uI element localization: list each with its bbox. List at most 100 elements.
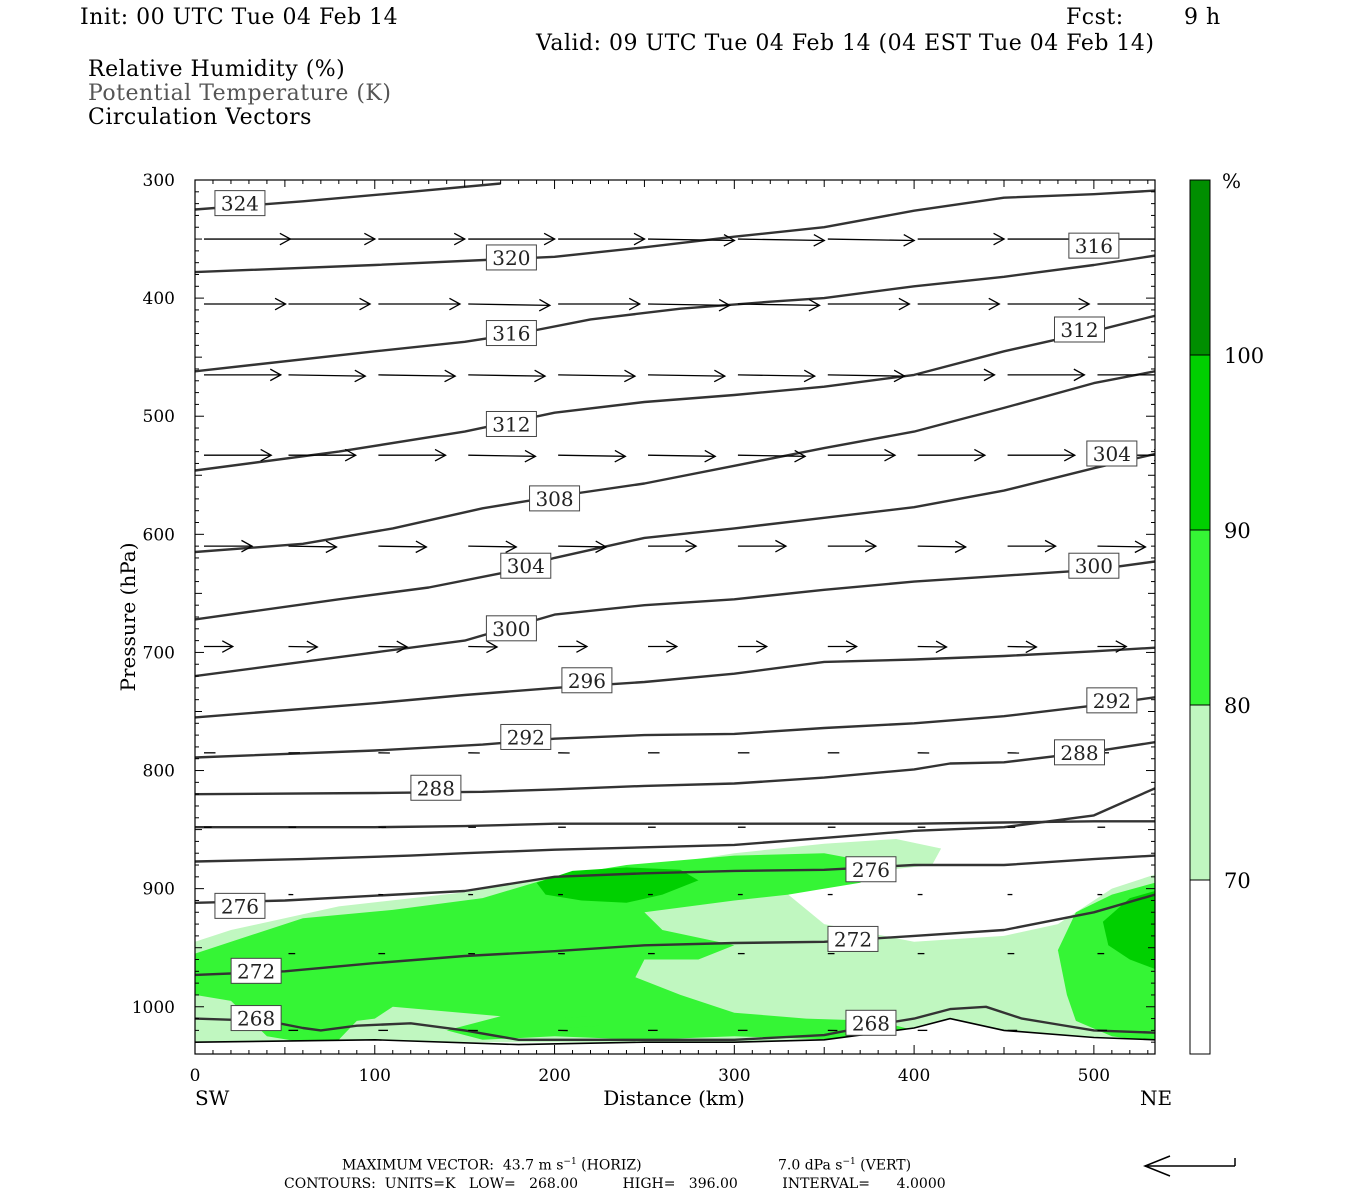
vector-head	[884, 448, 897, 462]
theta-contour-320	[195, 189, 1155, 274]
contour-label-box	[1053, 316, 1105, 343]
contour-label-box	[529, 485, 581, 512]
x-tick-label: 100	[359, 1066, 391, 1086]
contour-label: 308	[529, 485, 581, 512]
theta-contour-316	[195, 254, 1155, 373]
vector-head	[974, 448, 987, 462]
circulation-vector	[827, 369, 906, 383]
vector-head	[1115, 640, 1128, 653]
circulation-vector	[648, 298, 731, 312]
vector-head	[808, 298, 821, 312]
contour-label: 276	[214, 892, 266, 919]
contour-label-text: 324	[221, 192, 259, 216]
circulation-vector	[737, 539, 788, 553]
x-axis-right-end: NE	[1140, 1086, 1172, 1110]
colorbar: 70 80 90 100	[1189, 179, 1264, 1055]
valid-time: Valid: 09 UTC Tue 04 Feb 14 (04 EST Tue …	[536, 31, 1155, 56]
contour-label-text: 296	[568, 669, 606, 693]
circulation-vector	[203, 539, 254, 553]
circulation-vector	[917, 297, 1001, 311]
vector-head	[775, 539, 788, 553]
theta-contour-288	[195, 741, 1155, 796]
field-rh: Relative Humidity (%)	[88, 57, 346, 82]
vector-shaft	[468, 374, 546, 377]
circulation-vector	[648, 539, 698, 553]
circulation-vector	[288, 640, 319, 654]
circulation-vector	[558, 449, 627, 463]
vector-head	[595, 540, 608, 554]
vector-shaft	[1097, 545, 1146, 548]
circulation-vector	[1097, 540, 1147, 554]
vector-shaft	[288, 545, 337, 548]
vector-head	[1169, 298, 1180, 310]
circulation-vector	[288, 540, 338, 554]
vector-head	[434, 448, 447, 462]
rh-shading	[195, 839, 1155, 1054]
vector-shaft	[468, 545, 517, 548]
ground-line	[195, 1017, 1155, 1046]
circulation-vector	[737, 640, 769, 653]
contour-label: 292	[1086, 687, 1138, 714]
circulation-vector	[378, 540, 428, 554]
vector-head	[538, 298, 552, 312]
contour-label: 316	[1068, 232, 1120, 259]
circulation-vector	[827, 640, 858, 653]
circulation-vector	[648, 234, 736, 247]
circulation-vector	[378, 232, 467, 246]
vector-shaft	[378, 545, 427, 548]
contour-label: 312	[1053, 316, 1105, 343]
circulation-vector	[917, 448, 987, 462]
contour-label-text: 300	[492, 617, 530, 641]
colorbar-tick-label: 80	[1224, 694, 1251, 718]
x-tick-label: 400	[898, 1066, 930, 1086]
x-tick-label: 0	[190, 1066, 201, 1086]
colorbar-frame	[1189, 179, 1211, 1055]
colorbar-segment	[1190, 530, 1210, 705]
theta-contour-300	[195, 560, 1155, 678]
vector-head	[845, 640, 858, 653]
circulation-vector	[288, 369, 367, 383]
contour-label: 324	[214, 190, 266, 217]
circulation-vector	[378, 640, 409, 654]
vector-head	[903, 234, 916, 247]
vector-head	[325, 540, 338, 554]
vector-head	[453, 232, 467, 246]
colorbar-unit: %	[1222, 169, 1241, 193]
contour-label-box	[500, 723, 552, 750]
theta-contour-296	[195, 646, 1155, 719]
contour-label-text: 316	[1075, 234, 1113, 258]
x-tick-label: 200	[538, 1066, 570, 1086]
vector-shaft	[737, 454, 806, 457]
circulation-vector	[827, 539, 878, 553]
vector-shaft	[917, 545, 966, 548]
contour-label-text: 276	[852, 858, 890, 882]
vector-head	[543, 232, 557, 246]
contour-label: 292	[500, 723, 552, 750]
circulation-vector	[917, 232, 1006, 246]
circulation-vector	[1097, 298, 1180, 310]
vector-shaft	[558, 454, 626, 457]
circulation-vector	[917, 640, 948, 654]
colorbar-tick-label: 100	[1224, 344, 1264, 368]
circulation-vector	[737, 369, 817, 383]
circulation-vector	[468, 232, 557, 246]
contour-label-box	[1068, 232, 1120, 259]
contour-label: 312	[485, 410, 537, 437]
vector-head	[221, 640, 235, 653]
colorbar-tick-label: 90	[1224, 519, 1251, 543]
vector-head	[624, 369, 637, 383]
contour-label-text: 292	[1093, 689, 1131, 713]
circulation-vector	[378, 297, 462, 311]
contour-label-text: 300	[1075, 554, 1113, 578]
contour-label-box	[1086, 440, 1138, 467]
contour-label-box	[845, 1009, 897, 1036]
y-tick-label: 600	[143, 525, 175, 545]
circulation-vector	[558, 232, 646, 246]
colorbar-segment	[1190, 355, 1210, 530]
contour-label-box	[500, 552, 552, 579]
vector-head	[685, 539, 698, 553]
vector-shaft	[648, 374, 725, 377]
vector-shaft	[737, 374, 815, 377]
contour-label-text: 316	[492, 322, 530, 346]
theta-contour-268	[195, 1005, 1155, 1042]
